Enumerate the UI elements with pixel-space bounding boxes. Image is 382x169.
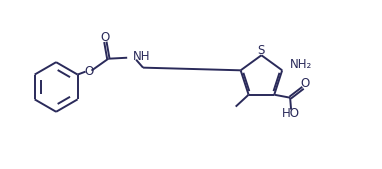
Text: HO: HO [282,107,300,120]
Text: S: S [258,44,265,57]
Text: O: O [84,65,94,78]
Text: NH: NH [133,50,150,63]
Text: NH₂: NH₂ [290,58,312,71]
Text: O: O [101,31,110,44]
Text: O: O [300,77,310,90]
